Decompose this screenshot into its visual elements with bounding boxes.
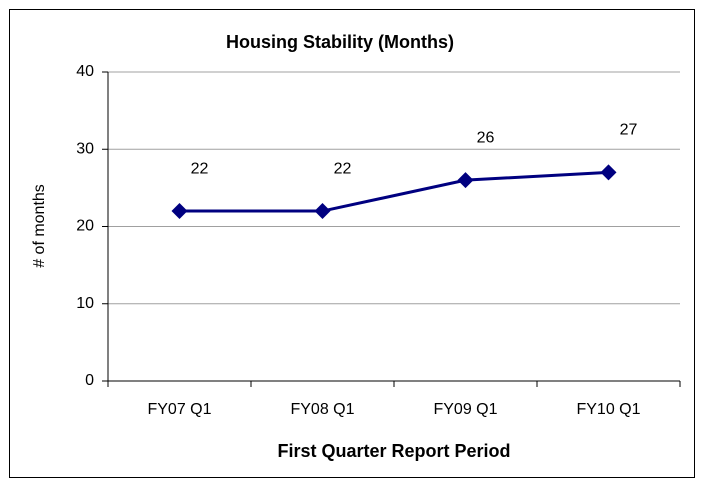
marker — [171, 203, 188, 220]
data-label: 22 — [334, 160, 352, 177]
line-series — [179, 170, 609, 213]
y-tick-label: 0 — [85, 372, 94, 389]
y-axis-label: # of months — [31, 184, 48, 268]
y-tick-label: 10 — [76, 295, 94, 312]
data-label: 22 — [191, 160, 209, 177]
data-label: 26 — [477, 129, 495, 146]
x-tick-label: FY07 Q1 — [147, 401, 211, 418]
x-axis-label: First Quarter Report Period — [277, 441, 510, 461]
marker — [314, 203, 331, 220]
x-tick-label: FY08 Q1 — [290, 401, 354, 418]
x-tick-label: FY09 Q1 — [433, 401, 497, 418]
marker — [600, 164, 617, 181]
chart-border — [9, 9, 695, 478]
chart-title: Housing Stability (Months) — [226, 32, 454, 52]
y-tick-label: 40 — [76, 63, 94, 80]
x-tick-label: FY10 Q1 — [576, 401, 640, 418]
y-tick-label: 20 — [76, 218, 94, 235]
marker — [457, 172, 474, 189]
data-label: 27 — [620, 122, 638, 139]
y-tick-label: 30 — [76, 140, 94, 157]
